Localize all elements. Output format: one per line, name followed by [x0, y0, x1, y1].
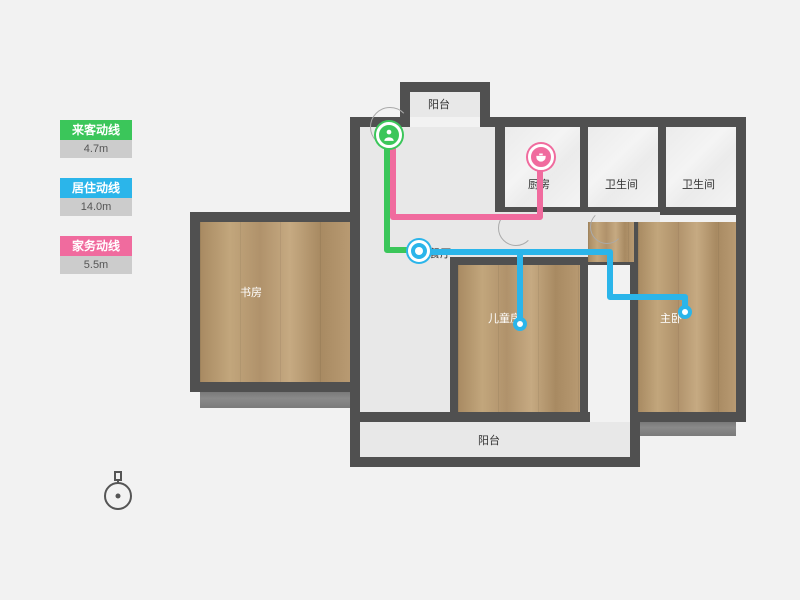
room-study	[200, 222, 350, 382]
wall	[190, 212, 360, 222]
compass-icon	[100, 470, 136, 506]
legend-value-chore: 5.5m	[60, 256, 132, 274]
living-node-icon	[408, 240, 430, 262]
legend-label-chore: 家务动线	[60, 236, 132, 256]
wall	[350, 457, 640, 467]
wall	[350, 117, 360, 212]
legend-item-guest: 来客动线 4.7m	[60, 120, 132, 158]
wall	[450, 257, 458, 417]
wall	[658, 127, 666, 209]
person-icon	[376, 122, 402, 148]
wall	[350, 412, 360, 467]
label-bathroom-2: 卫生间	[682, 176, 715, 192]
label-balcony-top: 阳台	[428, 96, 450, 112]
legend-value-guest: 4.7m	[60, 140, 132, 158]
legend-label-guest: 来客动线	[60, 120, 132, 140]
bay-window-study	[200, 392, 350, 408]
room-child	[458, 265, 580, 412]
legend-label-living: 居住动线	[60, 178, 132, 198]
room-bathroom-1	[588, 127, 658, 209]
label-study: 书房	[240, 284, 262, 300]
label-child: 儿童房	[488, 310, 521, 326]
bay-window-master	[638, 422, 736, 436]
wall	[190, 212, 200, 392]
pot-icon	[528, 144, 554, 170]
wall	[480, 117, 746, 127]
wall	[580, 127, 588, 209]
wall	[350, 412, 590, 422]
wall	[190, 382, 360, 392]
floor-plan: 阳台 厨房 卫生间 卫生间 书房 客餐厅 儿童房 主卧 阳台	[190, 62, 750, 502]
wall	[400, 82, 410, 122]
label-balcony-bottom: 阳台	[478, 432, 500, 448]
wall	[495, 127, 505, 209]
legend-item-chore: 家务动线 5.5m	[60, 236, 132, 274]
wall	[630, 412, 746, 422]
wall	[580, 257, 588, 417]
wall	[350, 212, 360, 417]
wall	[400, 82, 490, 92]
legend-item-living: 居住动线 14.0m	[60, 178, 132, 216]
wall	[736, 217, 746, 412]
legend-value-living: 14.0m	[60, 198, 132, 216]
label-kitchen: 厨房	[528, 176, 550, 192]
legend: 来客动线 4.7m 居住动线 14.0m 家务动线 5.5m	[60, 120, 132, 294]
room-master	[638, 222, 736, 412]
wall	[630, 412, 640, 467]
label-bathroom-1: 卫生间	[605, 176, 638, 192]
label-master: 主卧	[660, 310, 682, 326]
wall	[480, 82, 490, 122]
room-bathroom-2	[666, 127, 736, 209]
